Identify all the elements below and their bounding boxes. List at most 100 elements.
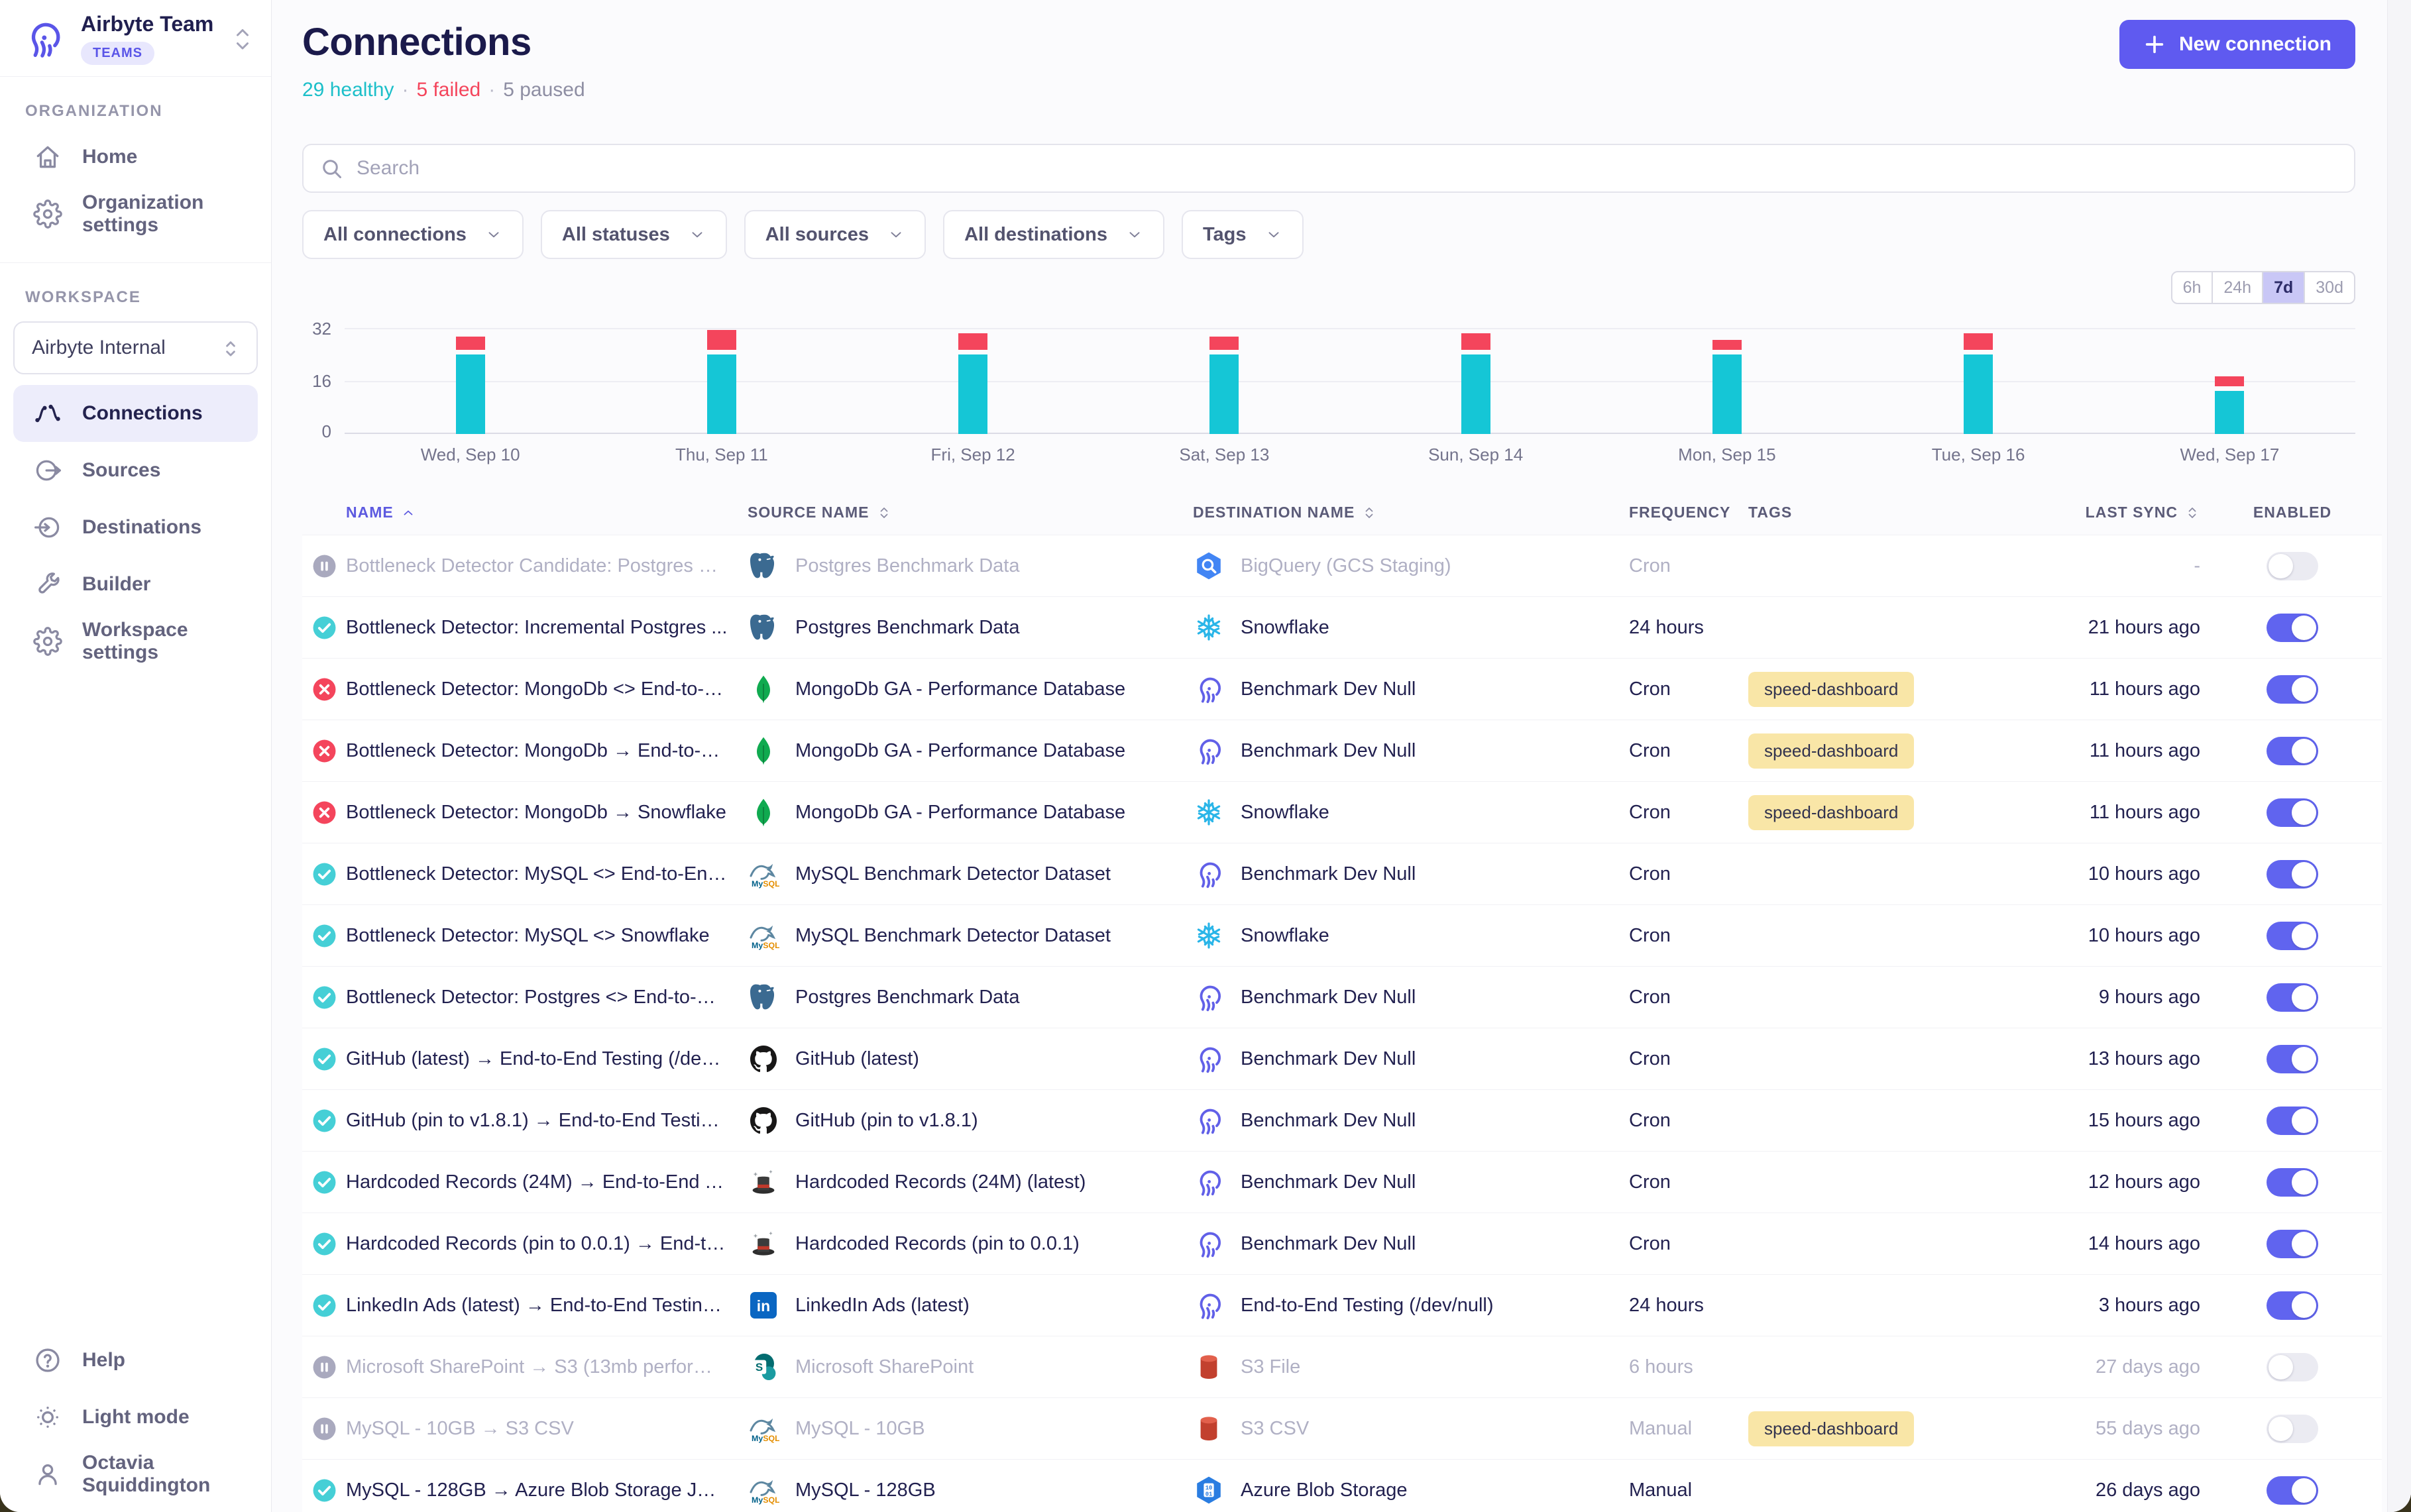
sidebar-item-builder[interactable]: Builder	[13, 556, 258, 613]
source-cell[interactable]: MongoDb GA - Performance Database	[748, 673, 1193, 705]
source-cell[interactable]: GitHub (pin to v1.8.1)	[748, 1105, 1193, 1136]
sidebar-item-sources[interactable]: Sources	[13, 442, 258, 499]
enabled-toggle[interactable]	[2267, 1168, 2318, 1197]
table-row[interactable]: Bottleneck Detector: MongoDb <> End-to-E…	[302, 658, 2382, 720]
source-cell[interactable]: GitHub (latest)	[748, 1043, 1193, 1075]
enabled-toggle[interactable]	[2267, 1045, 2318, 1073]
source-cell[interactable]: Postgres Benchmark Data	[748, 612, 1193, 643]
sidebar-item-connections[interactable]: Connections	[13, 385, 258, 442]
column-header-name[interactable]: NAME	[346, 504, 748, 521]
time-range-option-30d[interactable]: 30d	[2304, 272, 2354, 303]
destination-cell[interactable]: Benchmark Dev Null	[1193, 1105, 1629, 1136]
connection-name[interactable]: Bottleneck Detector: MySQL <> Snowflake	[346, 925, 748, 947]
org-switcher-chevrons-icon[interactable]	[233, 25, 252, 52]
connection-name[interactable]: GitHub (pin to v1.8.1) → End-to-End Test…	[346, 1110, 748, 1132]
connection-name[interactable]: LinkedIn Ads (latest) → End-to-End Testi…	[346, 1295, 748, 1317]
filter-dropdown-all-sources[interactable]: All sources	[744, 210, 926, 259]
enabled-toggle[interactable]	[2267, 1291, 2318, 1320]
destination-cell[interactable]: Benchmark Dev Null	[1193, 735, 1629, 767]
connection-name[interactable]: Microsoft SharePoint → S3 (13mb performa…	[346, 1356, 748, 1378]
destination-cell[interactable]: End-to-End Testing (/dev/null)	[1193, 1289, 1629, 1321]
source-cell[interactable]: MySQLMySQL Benchmark Detector Dataset	[748, 920, 1193, 951]
time-range-option-24h[interactable]: 24h	[2212, 272, 2262, 303]
destination-cell[interactable]: Snowflake	[1193, 796, 1629, 828]
destination-cell[interactable]: Benchmark Dev Null	[1193, 1228, 1629, 1260]
destination-cell[interactable]: S3 CSV	[1193, 1413, 1629, 1444]
source-cell[interactable]: Hardcoded Records (pin to 0.0.1)	[748, 1228, 1193, 1260]
source-cell[interactable]: MySQLMySQL - 10GB	[748, 1413, 1193, 1444]
destination-cell[interactable]: Benchmark Dev Null	[1193, 1043, 1629, 1075]
search-input[interactable]	[357, 157, 2338, 180]
table-row[interactable]: LinkedIn Ads (latest) → End-to-End Testi…	[302, 1274, 2382, 1336]
source-cell[interactable]: inLinkedIn Ads (latest)	[748, 1289, 1193, 1321]
new-connection-button[interactable]: New connection	[2119, 20, 2355, 69]
enabled-toggle[interactable]	[2267, 1415, 2318, 1443]
connection-name[interactable]: MySQL - 10GB → S3 CSV	[346, 1418, 748, 1440]
enabled-toggle[interactable]	[2267, 798, 2318, 827]
sidebar-item-home[interactable]: Home	[13, 129, 258, 186]
column-header-destination-name[interactable]: DESTINATION NAME	[1193, 504, 1629, 521]
time-range-option-6h[interactable]: 6h	[2172, 272, 2212, 303]
filter-dropdown-all-statuses[interactable]: All statuses	[541, 210, 727, 259]
destination-cell[interactable]: Benchmark Dev Null	[1193, 858, 1629, 890]
tag-badge[interactable]: speed-dashboard	[1748, 795, 1914, 830]
enabled-toggle[interactable]	[2267, 737, 2318, 765]
sidebar-item-light-mode[interactable]: Light mode	[13, 1389, 258, 1446]
filter-dropdown-tags[interactable]: Tags	[1182, 210, 1304, 259]
table-row[interactable]: GitHub (latest) → End-to-End Testing (/d…	[302, 1028, 2382, 1089]
sidebar-item-help[interactable]: Help	[13, 1332, 258, 1389]
sidebar-item-workspace-settings[interactable]: Workspace settings	[13, 613, 258, 670]
destination-cell[interactable]: Benchmark Dev Null	[1193, 1166, 1629, 1198]
enabled-toggle[interactable]	[2267, 1107, 2318, 1135]
destination-cell[interactable]: S3 File	[1193, 1351, 1629, 1383]
source-cell[interactable]: MySQLMySQL - 128GB	[748, 1474, 1193, 1506]
destination-cell[interactable]: Benchmark Dev Null	[1193, 981, 1629, 1013]
destination-cell[interactable]: Snowflake	[1193, 920, 1629, 951]
tag-badge[interactable]: speed-dashboard	[1748, 1411, 1914, 1446]
table-row[interactable]: GitHub (pin to v1.8.1) → End-to-End Test…	[302, 1089, 2382, 1151]
connection-name[interactable]: Bottleneck Detector: MongoDb → End-to-En…	[346, 740, 748, 762]
table-row[interactable]: Microsoft SharePoint → S3 (13mb performa…	[302, 1336, 2382, 1397]
enabled-toggle[interactable]	[2267, 1353, 2318, 1381]
connection-name[interactable]: Hardcoded Records (24M) → End-to-End Te.…	[346, 1171, 748, 1193]
connection-name[interactable]: GitHub (latest) → End-to-End Testing (/d…	[346, 1048, 748, 1070]
table-row[interactable]: Hardcoded Records (pin to 0.0.1) → End-t…	[302, 1213, 2382, 1274]
table-row[interactable]: Hardcoded Records (24M) → End-to-End Te.…	[302, 1151, 2382, 1213]
connection-name[interactable]: MySQL - 128GB → Azure Blob Storage JSOn …	[346, 1480, 748, 1501]
connection-name[interactable]: Hardcoded Records (pin to 0.0.1) → End-t…	[346, 1233, 748, 1255]
connection-name[interactable]: Bottleneck Detector Candidate: Postgres …	[346, 555, 748, 577]
sidebar-item-organization-settings[interactable]: Organization settings	[13, 186, 258, 243]
source-cell[interactable]: SMicrosoft SharePoint	[748, 1351, 1193, 1383]
enabled-toggle[interactable]	[2267, 552, 2318, 580]
source-cell[interactable]: MongoDb GA - Performance Database	[748, 735, 1193, 767]
connection-name[interactable]: Bottleneck Detector: MySQL <> End-to-End…	[346, 863, 748, 885]
column-header-last-sync[interactable]: LAST SYNC	[1972, 504, 2203, 521]
table-row[interactable]: Bottleneck Detector: MySQL <> End-to-End…	[302, 843, 2382, 904]
table-row[interactable]: Bottleneck Detector: Incremental Postgre…	[302, 596, 2382, 658]
table-row[interactable]: Bottleneck Detector: MongoDb → End-to-En…	[302, 720, 2382, 781]
org-switcher[interactable]: Airbyte Team TEAMS	[0, 0, 271, 77]
workspace-selector[interactable]: Airbyte Internal	[13, 321, 258, 374]
connection-name[interactable]: Bottleneck Detector: MongoDb → Snowflake	[346, 802, 748, 824]
destination-cell[interactable]: BigQuery (GCS Staging)	[1193, 550, 1629, 582]
sidebar-item-octavia-squiddington[interactable]: Octavia Squiddington	[13, 1446, 258, 1503]
table-row[interactable]: MySQL - 10GB → S3 CSVMySQLMySQL - 10GBS3…	[302, 1397, 2382, 1459]
time-range-option-7d[interactable]: 7d	[2262, 272, 2304, 303]
filter-dropdown-all-connections[interactable]: All connections	[302, 210, 524, 259]
tag-badge[interactable]: speed-dashboard	[1748, 672, 1914, 707]
column-header-source-name[interactable]: SOURCE NAME	[748, 504, 1193, 521]
enabled-toggle[interactable]	[2267, 983, 2318, 1012]
table-row[interactable]: MySQL - 128GB → Azure Blob Storage JSOn …	[302, 1459, 2382, 1512]
filter-dropdown-all-destinations[interactable]: All destinations	[943, 210, 1164, 259]
scrollbar-gutter[interactable]	[2387, 0, 2411, 1512]
table-row[interactable]: Bottleneck Detector: MySQL <> SnowflakeM…	[302, 904, 2382, 966]
enabled-toggle[interactable]	[2267, 1230, 2318, 1258]
enabled-toggle[interactable]	[2267, 675, 2318, 704]
source-cell[interactable]: Postgres Benchmark Data	[748, 981, 1193, 1013]
table-row[interactable]: Bottleneck Detector Candidate: Postgres …	[302, 535, 2382, 596]
sidebar-item-destinations[interactable]: Destinations	[13, 499, 258, 556]
tag-badge[interactable]: speed-dashboard	[1748, 733, 1914, 769]
source-cell[interactable]: Postgres Benchmark Data	[748, 550, 1193, 582]
source-cell[interactable]: Hardcoded Records (24M) (latest)	[748, 1166, 1193, 1198]
table-row[interactable]: Bottleneck Detector: MongoDb → Snowflake…	[302, 781, 2382, 843]
